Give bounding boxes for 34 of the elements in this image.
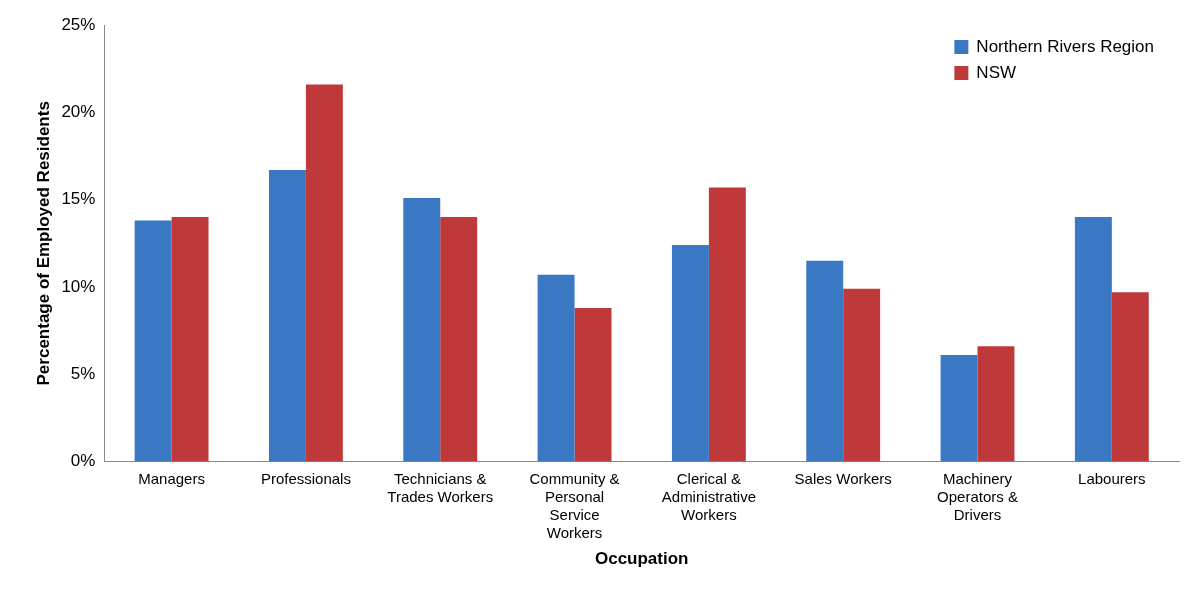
- bar: [940, 355, 978, 462]
- y-tick-label: 5%: [70, 363, 96, 383]
- y-tick-label: 15%: [61, 189, 96, 209]
- x-axis-title: Occupation: [594, 549, 689, 569]
- bar: [268, 169, 306, 462]
- bar: [1074, 217, 1112, 462]
- y-tick-label: 20%: [61, 102, 96, 122]
- x-tick-label: Labourers: [1078, 469, 1146, 487]
- bar: [537, 274, 575, 462]
- bar: [671, 245, 709, 462]
- legend-label: Northern Rivers Region: [976, 36, 1155, 56]
- y-tick-label: 10%: [61, 276, 96, 296]
- x-tick-label: Machinery Operators & Drivers: [937, 469, 1018, 523]
- x-tick-label: Technicians & Trades Workers: [387, 469, 494, 505]
- bar: [171, 217, 209, 462]
- bar: [574, 307, 612, 462]
- y-tick-label: 0%: [70, 451, 96, 471]
- bar: [403, 197, 441, 462]
- bar: [1111, 292, 1149, 462]
- x-tick-label: Clerical & Administrative Workers: [661, 469, 756, 523]
- bar: [977, 346, 1015, 462]
- legend-label: NSW: [976, 62, 1017, 82]
- bar: [708, 187, 746, 462]
- x-tick-label: Community & Personal Service Workers: [529, 469, 620, 541]
- x-tick-label: Professionals: [260, 469, 351, 487]
- bar: [305, 84, 343, 462]
- y-axis-title: Percentage of Employed Residents: [33, 101, 53, 386]
- y-tick-label: 25%: [61, 14, 96, 34]
- bar: [806, 260, 844, 462]
- bar: [134, 220, 172, 462]
- bar: [440, 217, 478, 462]
- x-tick-label: Managers: [138, 469, 205, 487]
- x-tick-label: Sales Workers: [794, 469, 892, 487]
- bar: [843, 288, 881, 462]
